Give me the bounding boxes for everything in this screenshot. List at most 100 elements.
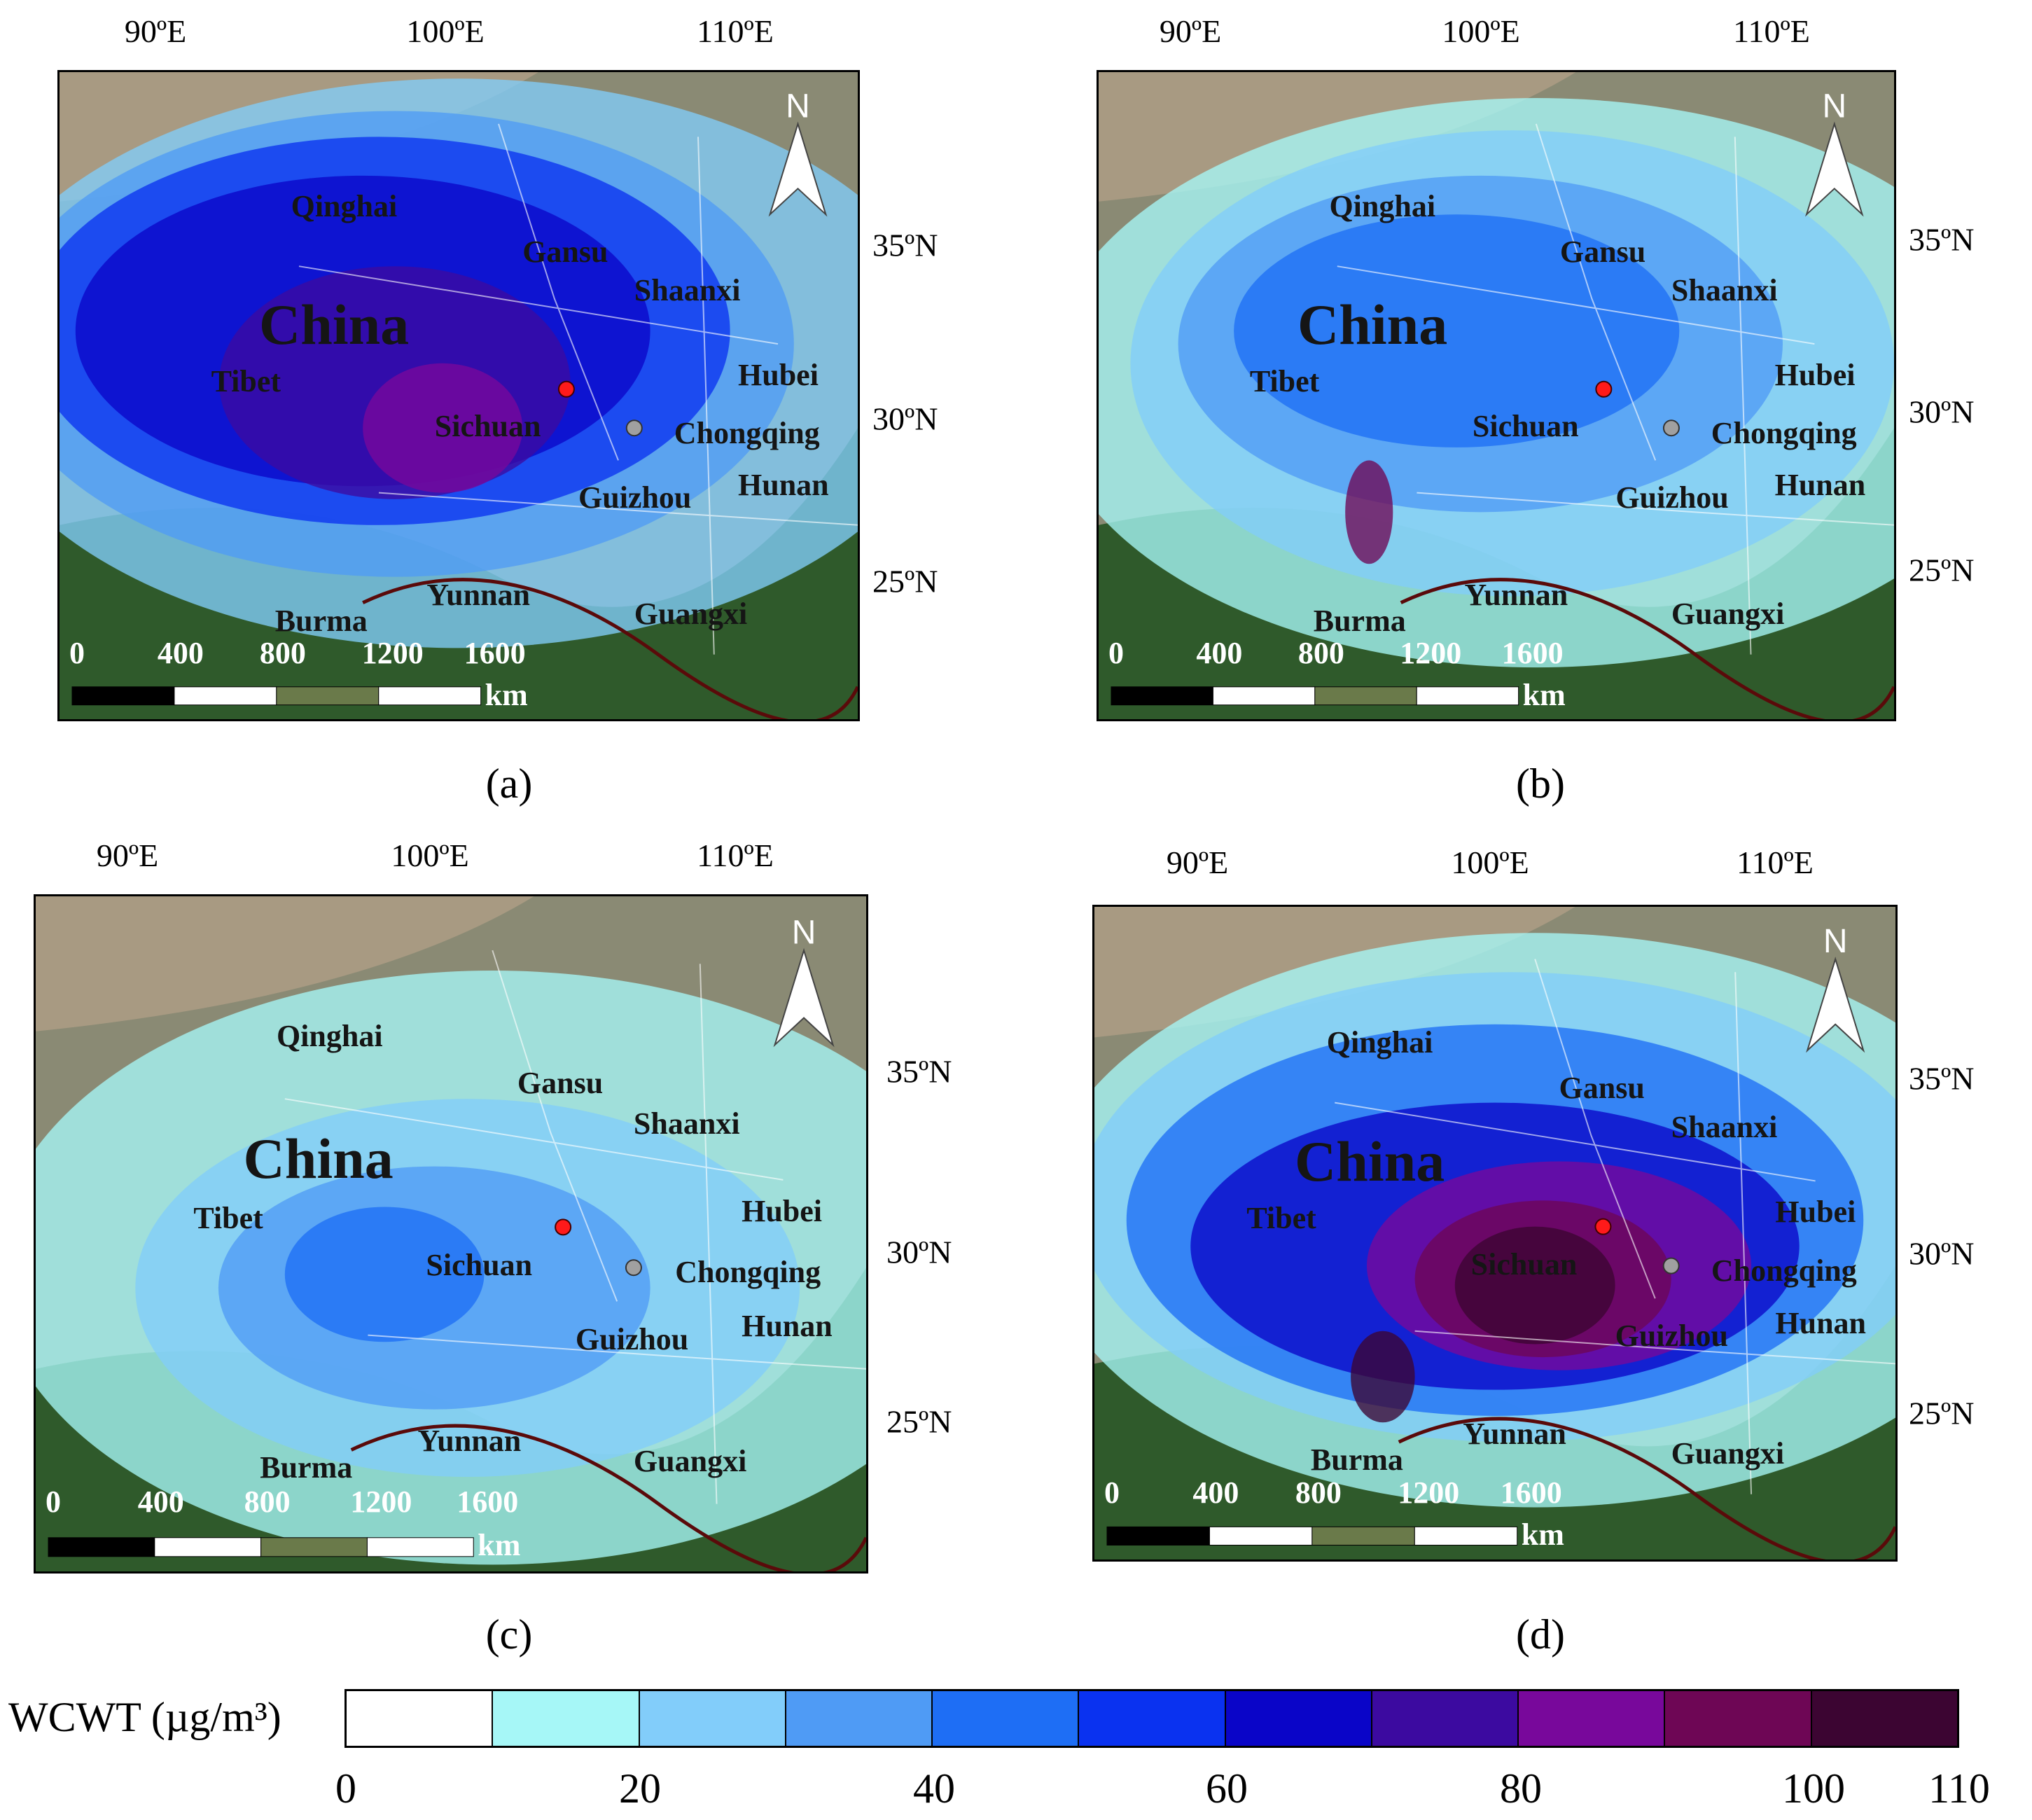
scale-bar-segment — [71, 686, 175, 706]
concentration-contour — [284, 1207, 485, 1342]
latitude-label: 30ºN — [886, 1234, 952, 1270]
scale-bar-label: 1200 — [350, 1484, 412, 1519]
legend-color-swatch — [347, 1691, 494, 1746]
chongqing-marker — [1662, 419, 1680, 437]
province-label: Hunan — [738, 467, 829, 502]
chongqing-marker — [625, 419, 643, 437]
province-label: Guangxi — [634, 597, 748, 632]
concentration-contour — [1345, 460, 1393, 564]
longitude-label: 100ºE — [1442, 13, 1520, 49]
province-label: Hunan — [742, 1309, 833, 1344]
legend-tick-label: 100 — [1782, 1765, 1845, 1812]
scale-bar-label: 800 — [1295, 1475, 1342, 1510]
legend-color-swatch — [933, 1691, 1080, 1746]
legend-color-swatch — [493, 1691, 640, 1746]
country-label: China — [1297, 293, 1448, 357]
province-label: Gansu — [522, 235, 608, 269]
longitude-label: 110ºE — [697, 13, 774, 49]
province-boundaries — [284, 950, 866, 1504]
scale-bar-label: 1200 — [361, 635, 424, 670]
panel-caption: (c) — [485, 1611, 533, 1658]
scale-bar-segment — [48, 1537, 155, 1557]
country-label: China — [259, 293, 410, 357]
scale-bar-label: 1600 — [1500, 1475, 1562, 1510]
latitude-label: 35ºN — [1909, 1060, 1975, 1097]
province-label: Yunnan — [1464, 577, 1568, 612]
province-label: Guizhou — [1615, 480, 1729, 515]
province-label: Hubei — [1775, 1195, 1856, 1230]
north-arrow-icon — [1806, 957, 1865, 1053]
latitude-label: 35ºN — [872, 227, 938, 263]
province-label: Gansu — [1559, 1071, 1645, 1105]
legend-tick-label: 20 — [619, 1765, 661, 1812]
province-label: Tibet — [193, 1200, 263, 1235]
province-label: Tibet — [211, 363, 281, 398]
longitude-label: 110ºE — [697, 838, 774, 873]
scale-bar-label: 800 — [1297, 635, 1344, 670]
province-label: Shaanxi — [1671, 1109, 1778, 1144]
scale-bar-label: 1200 — [1398, 1475, 1460, 1510]
province-label: Guizhou — [1615, 1319, 1728, 1354]
scale-bar-label: 1600 — [1501, 635, 1564, 670]
concentration-contour — [1351, 1331, 1415, 1423]
scale-bar-segment — [1314, 686, 1417, 706]
legend-color-swatch — [1811, 1691, 1957, 1746]
province-label: Qinghai — [276, 1018, 383, 1053]
map-svg: N — [36, 896, 866, 1571]
north-label: N — [1823, 923, 1848, 960]
legend-color-swatch — [786, 1691, 933, 1746]
map-svg: N — [60, 72, 858, 719]
province-label: Chongqing — [1711, 415, 1857, 450]
concentration-contour — [363, 363, 523, 493]
scale-bar-segment — [260, 1537, 368, 1557]
longitude-label: 110ºE — [1733, 13, 1810, 49]
scale-bar-unit: km — [1522, 677, 1566, 712]
legend-tick-label: 0 — [335, 1765, 356, 1812]
receptor-site-marker — [555, 1218, 572, 1236]
scale-bar-label: 1600 — [464, 635, 526, 670]
chongqing-marker — [1662, 1257, 1680, 1274]
province-label: Hunan — [1774, 467, 1866, 502]
province-label: Sichuan — [434, 409, 541, 444]
country-label: China — [1295, 1129, 1445, 1193]
north-label: N — [792, 914, 816, 951]
scale-bar-segment — [1106, 1526, 1210, 1545]
scale-bar-segment — [276, 686, 380, 706]
scale-bar-label: 0 — [1104, 1475, 1120, 1510]
legend-tick-label: 40 — [913, 1765, 955, 1812]
desert-area — [36, 896, 534, 1031]
latitude-label: 25ºN — [886, 1403, 952, 1440]
province-label: Hunan — [1775, 1305, 1867, 1340]
province-label: Tibet — [1246, 1201, 1316, 1236]
scale-bar-label: 1200 — [1400, 635, 1462, 670]
map-area: N 0 400 800 1200 1600 km China Qinghai Gansu Shaan… — [57, 70, 860, 721]
province-boundaries — [1335, 959, 1895, 1494]
longitude-label: 110ºE — [1737, 845, 1814, 880]
longitude-label: 90ºE — [1159, 13, 1222, 49]
scale-bar-segment — [1414, 1526, 1518, 1545]
province-label: Hubei — [742, 1194, 823, 1229]
longitude-label: 100ºE — [391, 838, 469, 873]
province-label: Chongqing — [675, 1254, 821, 1289]
latitude-label: 30ºN — [872, 401, 938, 437]
scale-bar-label: 0 — [46, 1484, 61, 1519]
latitude-label: 35ºN — [1909, 221, 1975, 258]
scale-bar-segment — [1416, 686, 1519, 706]
scale-bar-segment — [366, 1537, 474, 1557]
province-label: Qinghai — [1326, 1024, 1433, 1060]
province-label: Shaanxi — [634, 273, 741, 308]
province-label: Hubei — [738, 357, 819, 392]
latitude-label: 25ºN — [1909, 1395, 1975, 1431]
panel-caption: (d) — [1516, 1611, 1565, 1658]
receptor-site-marker — [557, 380, 575, 398]
province-label: Sichuan — [1472, 409, 1579, 444]
province-label: Yunnan — [417, 1423, 522, 1458]
panel-caption: (b) — [1516, 760, 1565, 807]
province-label: Sichuan — [426, 1248, 533, 1283]
north-arrow-icon — [773, 947, 835, 1048]
scale-bar-segment — [1209, 1526, 1313, 1545]
province-label: Tibet — [1249, 363, 1320, 398]
legend-color-swatch — [1225, 1691, 1372, 1746]
province-label: Hubei — [1774, 357, 1856, 392]
national-border — [1400, 578, 1894, 719]
